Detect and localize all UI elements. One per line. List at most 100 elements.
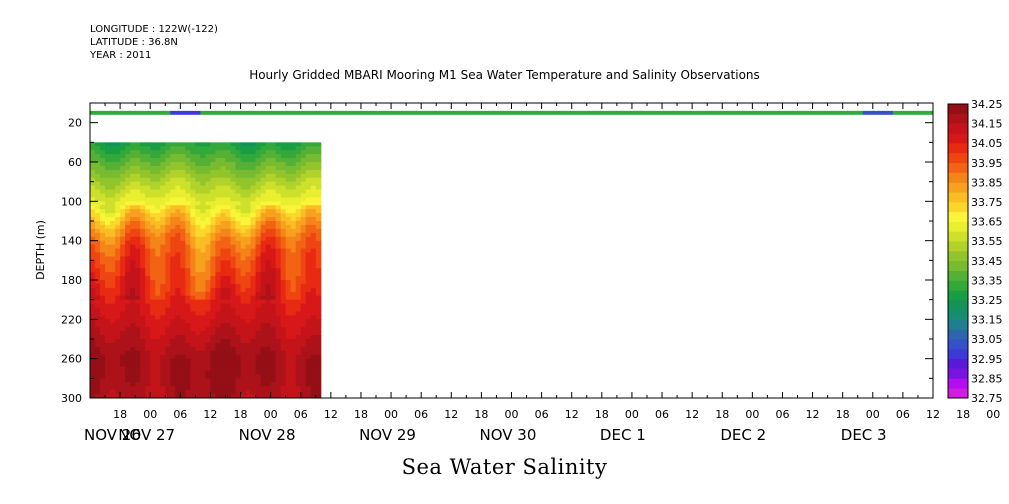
salinity-cell (125, 354, 131, 360)
salinity-cell (225, 228, 231, 234)
salinity-cell (265, 217, 272, 222)
salinity-cell (180, 272, 186, 277)
salinity-cell (275, 268, 282, 273)
salinity-cell (120, 354, 126, 360)
salinity-cell (265, 224, 272, 230)
salinity-cell (105, 158, 111, 163)
salinity-cell (155, 252, 161, 257)
salinity-cell (290, 185, 297, 191)
salinity-cell (190, 272, 196, 277)
salinity-cell (105, 256, 111, 261)
salinity-cell (135, 335, 141, 340)
x-hour-label: 12 (444, 408, 458, 421)
salinity-cell (240, 366, 247, 371)
salinity-cell (260, 232, 267, 238)
salinity-cell (115, 276, 121, 281)
salinity-cell (250, 252, 257, 257)
salinity-cell (310, 224, 317, 230)
salinity-cell (115, 165, 121, 171)
salinity-cell (235, 390, 242, 395)
salinity-cell (275, 307, 282, 312)
salinity-cell (155, 394, 161, 398)
salinity-cell (295, 342, 302, 348)
salinity-cell (280, 390, 287, 395)
salinity-cell (285, 224, 292, 230)
salinity-cell (265, 295, 272, 301)
salinity-cell (140, 228, 146, 234)
x-hour-label: 00 (866, 408, 880, 421)
salinity-cell (205, 378, 211, 383)
salinity-cell (255, 295, 262, 301)
salinity-cell (240, 339, 247, 344)
salinity-cell (165, 181, 171, 187)
salinity-cell (230, 146, 237, 151)
salinity-cell (215, 256, 221, 261)
salinity-cell (305, 378, 312, 383)
salinity-cell (250, 209, 257, 214)
salinity-cell (215, 244, 221, 250)
salinity-cell (130, 378, 136, 383)
salinity-cell (95, 248, 101, 253)
salinity-cell (255, 386, 262, 391)
salinity-cell (260, 228, 267, 234)
salinity-cell (105, 217, 111, 222)
salinity-cell (275, 150, 282, 155)
salinity-cell (195, 181, 201, 187)
salinity-cell (260, 386, 267, 391)
salinity-cell (310, 232, 317, 238)
x-hour-label: 06 (414, 408, 428, 421)
salinity-cell (225, 158, 231, 163)
salinity-cell (95, 366, 101, 371)
salinity-cell (255, 287, 262, 293)
salinity-cell (305, 299, 312, 305)
salinity-cell (245, 221, 252, 226)
salinity-cell (225, 217, 231, 222)
salinity-cell (165, 366, 171, 371)
salinity-cell (275, 362, 282, 368)
salinity-cell (265, 197, 272, 202)
salinity-cell (285, 236, 292, 242)
salinity-cell (175, 165, 181, 171)
salinity-cell (305, 346, 312, 352)
salinity-cell (95, 299, 101, 305)
salinity-cell (265, 303, 272, 309)
salinity-cell (190, 287, 196, 293)
salinity-cell (180, 240, 186, 246)
salinity-cell (270, 228, 277, 234)
salinity-cell (230, 303, 237, 309)
salinity-cell (90, 260, 96, 265)
salinity-cell (145, 354, 151, 360)
salinity-cell (90, 173, 96, 179)
salinity-cell (195, 165, 201, 171)
salinity-cell (180, 162, 186, 167)
salinity-cell (350, 110, 362, 115)
salinity-cell (290, 315, 297, 320)
salinity-cell (235, 319, 242, 324)
salinity-cell (150, 252, 156, 257)
salinity-cell (250, 350, 257, 356)
salinity-cell (100, 272, 106, 277)
salinity-cell (250, 339, 257, 344)
salinity-cell (270, 339, 277, 344)
salinity-cell (250, 307, 257, 312)
salinity-cell (175, 248, 181, 253)
colorbar-swatch (948, 133, 968, 144)
salinity-cell (185, 162, 191, 167)
salinity-cell (135, 150, 141, 155)
salinity-cell (175, 205, 181, 210)
salinity-cell (205, 256, 211, 261)
salinity-cell (280, 295, 287, 301)
salinity-cell (270, 350, 277, 356)
salinity-cell (205, 370, 211, 375)
salinity-cell (305, 331, 312, 336)
salinity-cell (461, 110, 472, 115)
salinity-cell (521, 110, 533, 115)
salinity-cell (140, 394, 146, 398)
salinity-cell (150, 350, 156, 356)
salinity-cell (90, 346, 96, 352)
salinity-cell (105, 252, 111, 257)
salinity-cell (155, 240, 161, 246)
salinity-cell (130, 193, 136, 198)
salinity-cell (285, 232, 292, 238)
salinity-cell (150, 197, 156, 202)
